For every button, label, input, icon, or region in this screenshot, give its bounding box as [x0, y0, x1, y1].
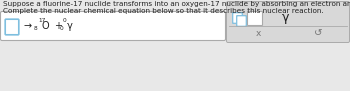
Text: 8: 8 — [34, 25, 38, 30]
Text: 0: 0 — [60, 25, 64, 30]
Text: γ: γ — [282, 11, 290, 24]
Text: Suppose a fluorine-17 nuclide transforms into an oxygen-17 nuclide by absorbing : Suppose a fluorine-17 nuclide transforms… — [3, 1, 350, 7]
Text: →: → — [24, 21, 32, 31]
FancyBboxPatch shape — [247, 11, 262, 25]
FancyBboxPatch shape — [0, 11, 225, 40]
FancyBboxPatch shape — [233, 13, 242, 23]
FancyBboxPatch shape — [5, 19, 19, 35]
Text: Complete the nuclear chemical equation below so that it describes this nuclear r: Complete the nuclear chemical equation b… — [3, 8, 324, 14]
FancyBboxPatch shape — [237, 16, 246, 26]
Text: 17: 17 — [38, 18, 46, 23]
Text: γ: γ — [67, 21, 73, 31]
Text: O: O — [42, 21, 50, 31]
Text: ↺: ↺ — [314, 28, 322, 38]
FancyBboxPatch shape — [226, 1, 350, 42]
Text: x: x — [255, 28, 261, 37]
Text: +: + — [54, 21, 62, 31]
Text: 0: 0 — [63, 18, 67, 23]
